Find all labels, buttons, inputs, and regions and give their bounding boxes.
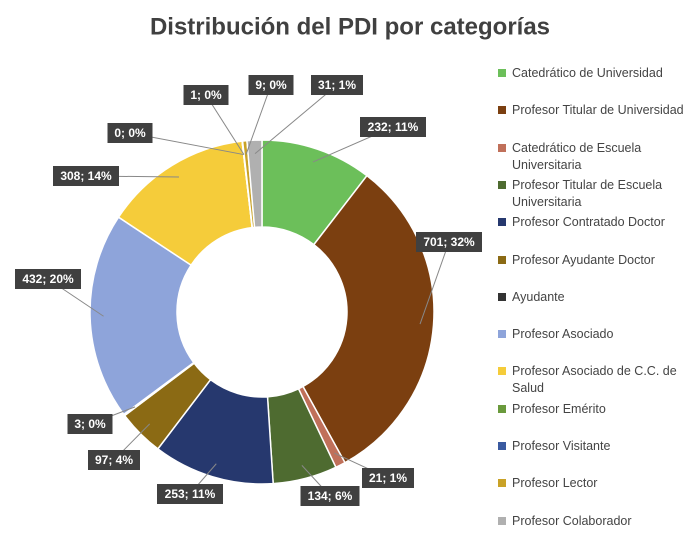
data-label-box <box>183 85 229 105</box>
data-label-box <box>416 232 482 252</box>
chart-title: Distribución del PDI por categorías <box>150 13 550 40</box>
data-label-box <box>248 75 294 95</box>
legend-label: Profesor Colaborador <box>512 513 632 528</box>
legend-swatch <box>498 442 506 450</box>
data-label: 432; 20% <box>22 272 74 286</box>
legend-swatch <box>498 255 506 264</box>
legend-item: Profesor Contratado Doctor <box>498 214 693 231</box>
legend-swatch <box>498 143 506 152</box>
legend-label: Profesor Lector <box>512 476 598 491</box>
legend-label: Profesor Titular de Escuela Universitari… <box>512 177 663 209</box>
data-label: 3; 0% <box>74 417 106 431</box>
leader-line <box>245 84 272 155</box>
legend-label: Profesor Ayudante Doctor <box>512 252 655 267</box>
data-label: 9; 0% <box>255 78 287 92</box>
legend-label: Profesor Asociado <box>512 327 614 342</box>
legend-label: Ayudante <box>512 289 565 304</box>
legend-swatch <box>498 292 506 301</box>
legend-swatch <box>498 218 506 227</box>
data-label: 97; 4% <box>95 453 133 467</box>
legend-item: Profesor Titular de Universidad <box>498 102 693 119</box>
legend-swatch <box>498 404 506 413</box>
data-label: 1; 0% <box>190 88 222 102</box>
data-label-box <box>157 484 223 504</box>
legend-label: Profesor Asociado de C.C. de Salud <box>512 364 677 396</box>
legend-item: Ayudante <box>498 289 693 306</box>
legend-swatch <box>498 479 506 488</box>
legend-swatch <box>498 516 506 525</box>
legend-label: Catedrático de Universidad <box>512 66 663 80</box>
legend-item: Profesor Colaborador <box>498 513 693 530</box>
legend-item: Catedrático de Escuela Universitaria <box>498 140 693 174</box>
legend-label: Profesor Titular de Universidad <box>512 103 684 118</box>
leader-line <box>419 241 450 325</box>
data-label-box <box>53 166 119 186</box>
data-label-box <box>362 468 414 488</box>
legend-swatch <box>498 69 506 77</box>
data-label: 232; 11% <box>368 120 419 134</box>
leader-line <box>254 84 338 155</box>
data-label: 0; 0% <box>114 126 146 140</box>
legend-swatch <box>498 367 506 376</box>
data-label: 21; 1% <box>369 471 407 485</box>
data-label-box <box>67 414 113 434</box>
legend-label: Catedrático de Escuela Universitaria <box>512 140 642 172</box>
data-label: 701; 32% <box>423 235 475 249</box>
data-label: 31; 1% <box>318 78 356 92</box>
legend-item: Profesor Ayudante Doctor <box>498 252 693 269</box>
legend-item: Profesor Emérito <box>498 401 693 418</box>
legend-item: Profesor Asociado <box>498 326 693 343</box>
legend-item: Catedrático de Universidad <box>498 65 693 82</box>
data-label-box <box>360 117 426 137</box>
donut-slice <box>246 139 263 229</box>
data-label-box <box>311 75 363 95</box>
data-label-box <box>107 123 153 143</box>
data-label: 308; 14% <box>60 169 112 183</box>
data-label: 253; 11% <box>165 487 216 501</box>
donut-slice <box>89 216 195 416</box>
legend-item: Profesor Lector <box>498 475 693 492</box>
legend-item: Profesor Asociado de C.C. de Salud <box>498 363 693 397</box>
data-label: 134; 6% <box>308 489 353 503</box>
legend-item: Profesor Visitante <box>498 438 693 455</box>
legend-label: Profesor Contratado Doctor <box>512 215 665 230</box>
legend-swatch <box>498 330 506 339</box>
legend-item: Profesor Titular de Escuela Universitari… <box>498 177 693 211</box>
legend-label: Profesor Visitante <box>512 439 611 453</box>
legend-swatch <box>498 106 506 115</box>
data-label-box <box>300 486 360 506</box>
legend-swatch <box>498 180 506 189</box>
data-label-box <box>15 269 81 289</box>
data-label-box <box>88 450 140 470</box>
legend-label: Profesor Emérito <box>512 401 606 416</box>
